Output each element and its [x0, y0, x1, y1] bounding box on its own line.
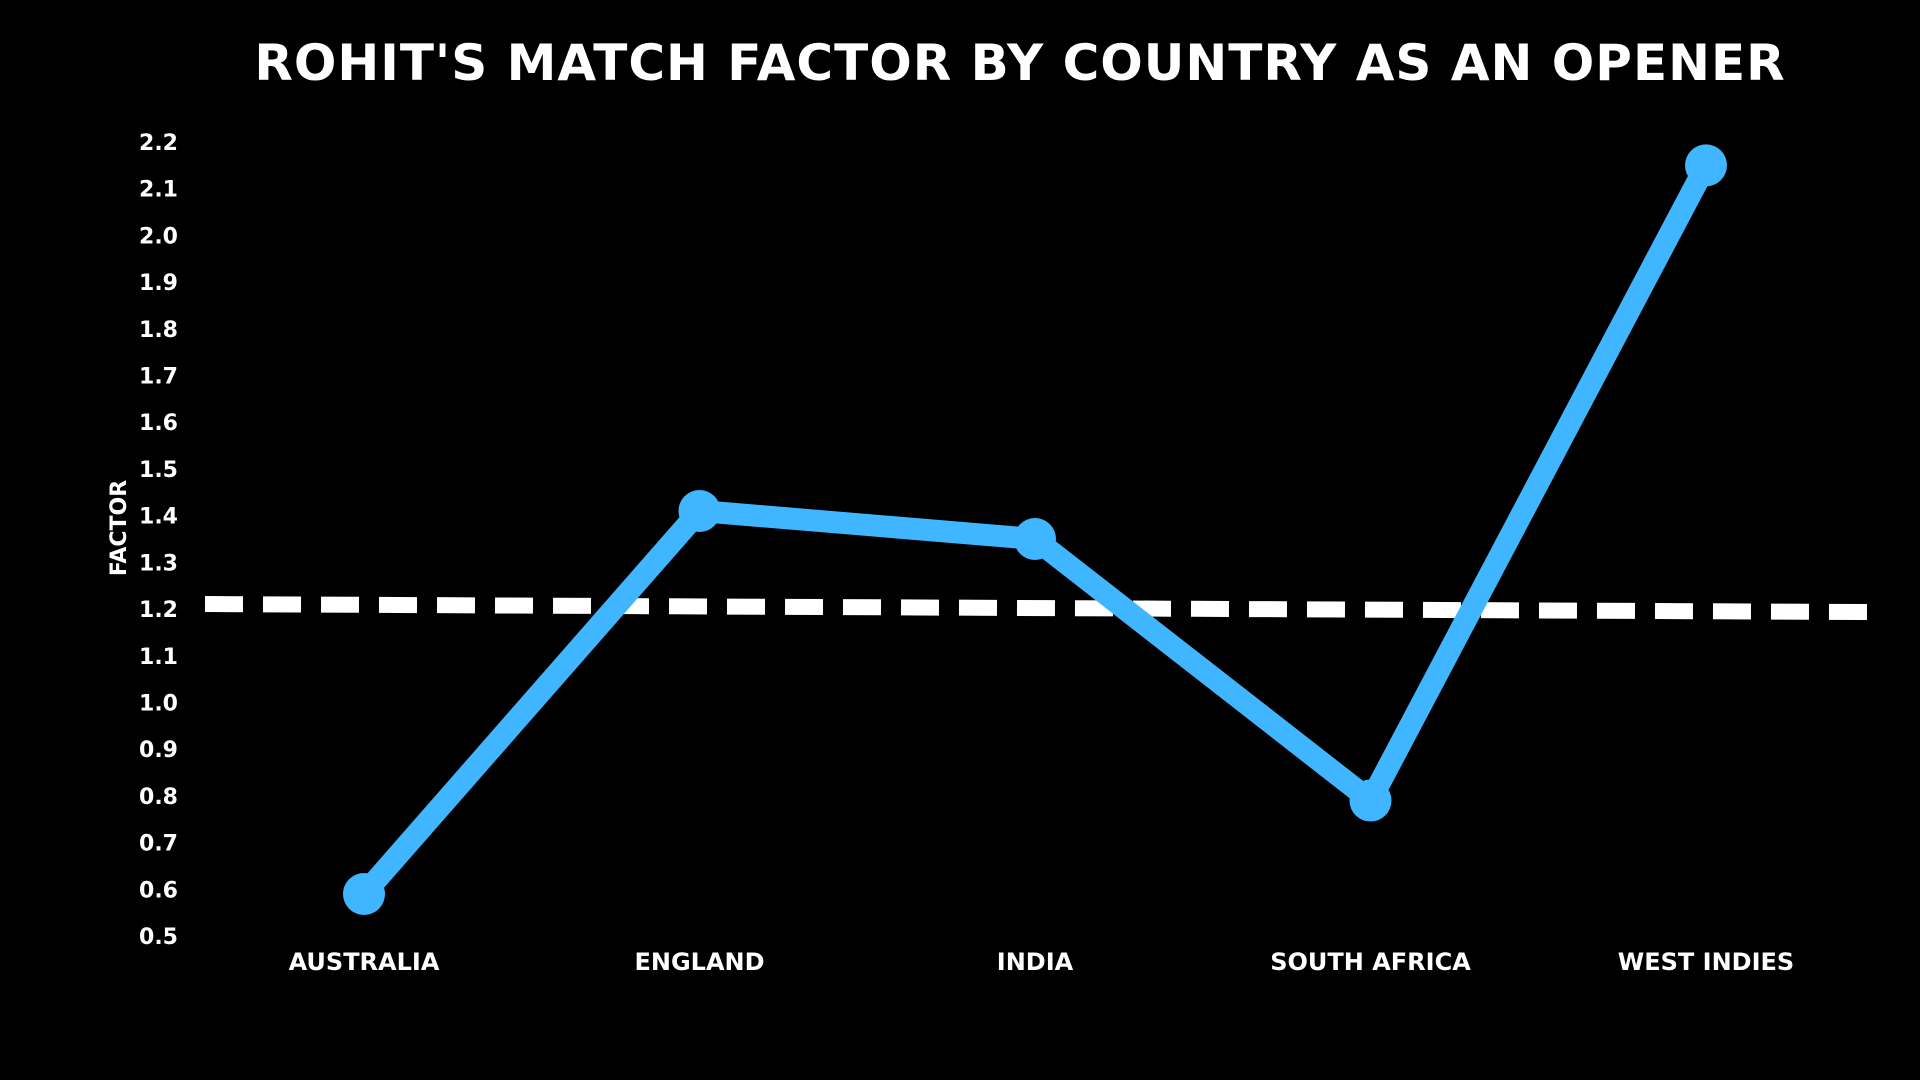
y-tick-label: 2.1: [139, 178, 178, 203]
y-axis-ticks: 0.5 0.6 0.7 0.8 0.9 1.0 1.1 1.2 1.3 1.4 1.5 1.6 1.7 1…: [139, 131, 178, 950]
series-group: [343, 144, 1727, 915]
y-tick-label: 0.5: [139, 925, 178, 950]
y-tick-label: 0.6: [139, 878, 178, 903]
x-tick-label: SOUTH AFRICA: [1270, 948, 1471, 976]
y-tick-label: 0.9: [139, 738, 178, 763]
y-tick-label: 1.4: [139, 505, 178, 530]
x-axis-ticks: AUSTRALIA ENGLAND INDIA SOUTH AFRICA WEST IN…: [289, 948, 1795, 976]
y-tick-label: 1.6: [139, 411, 178, 436]
y-tick-label: 1.7: [139, 365, 178, 390]
y-tick-label: 0.8: [139, 785, 178, 810]
y-tick-label: 1.5: [139, 458, 178, 483]
y-tick-label: 2.2: [139, 131, 178, 156]
data-point: [343, 872, 385, 915]
data-point: [1685, 144, 1727, 187]
y-tick-label: 1.8: [139, 318, 178, 343]
y-tick-label: 1.3: [139, 551, 178, 576]
x-tick-label: AUSTRALIA: [289, 948, 440, 976]
x-tick-label: WEST INDIES: [1618, 948, 1794, 976]
x-tick-label: ENGLAND: [634, 948, 764, 976]
data-point: [678, 489, 721, 532]
y-tick-label: 2.0: [139, 224, 178, 249]
y-tick-label: 1.0: [139, 691, 178, 716]
y-tick-label: 1.1: [139, 645, 178, 670]
x-tick-label: INDIA: [997, 948, 1074, 976]
y-axis-label: FACTOR: [107, 480, 132, 576]
y-tick-label: 1.9: [139, 271, 178, 296]
reference-line: [204, 596, 1873, 621]
reference-line-group: [204, 596, 1873, 621]
data-point: [1014, 518, 1056, 560]
data-point: [1349, 779, 1392, 822]
y-tick-label: 1.2: [139, 598, 178, 623]
chart-title: ROHIT'S MATCH FACTOR BY COUNTRY AS AN OP…: [254, 34, 1785, 92]
y-tick-label: 0.7: [139, 832, 178, 857]
